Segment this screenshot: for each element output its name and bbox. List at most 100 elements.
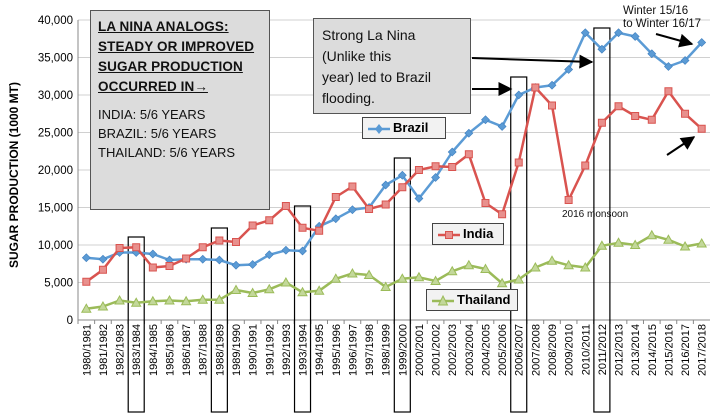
- thailand-point: [97, 300, 109, 311]
- brazil-point: [514, 90, 524, 100]
- india-point: [597, 118, 606, 127]
- legend-thailand: Thailand: [426, 289, 518, 311]
- india-point: [431, 162, 440, 171]
- thailand-point: [696, 237, 708, 248]
- thailand-point: [513, 273, 525, 284]
- x-tick-label: 1989/1990: [231, 324, 243, 376]
- legend-thailand-label: Thailand: [457, 292, 511, 307]
- brazil-point: [580, 28, 590, 38]
- strong-line: year) led to Brazil: [322, 69, 431, 85]
- x-tick-label: 2014/2015: [647, 324, 659, 376]
- thailand-point: [430, 275, 441, 285]
- brazil-stat: BRAZIL: 5/6 YEARS: [98, 126, 217, 141]
- x-tick-label: 1998/1999: [381, 324, 393, 376]
- india-point: [581, 161, 590, 170]
- legend-india: India: [432, 223, 504, 245]
- thailand-point: [646, 229, 658, 240]
- india-point: [614, 102, 623, 111]
- analogs-title-line: SUGAR PRODUCTION: [98, 59, 243, 74]
- y-tick-label: 10,000: [38, 240, 73, 252]
- series-lines: [80, 28, 708, 313]
- x-tick-label: 2011/2012: [597, 324, 609, 375]
- x-tick-label: 1997/1998: [364, 324, 376, 376]
- india-point: [148, 263, 157, 272]
- india-point: [531, 83, 540, 92]
- x-tick-label: 1983/1984: [131, 324, 143, 376]
- legend-india-label: India: [463, 226, 494, 241]
- thailand-point: [563, 259, 574, 270]
- analogs-title-line: STEADY OR IMPROVED: [98, 39, 255, 54]
- y-tick-label: 25,000: [38, 128, 73, 140]
- highlight-box-2011-2012: [593, 27, 611, 413]
- thailand-point: [679, 240, 691, 251]
- highlight-box-1983-1984: [127, 236, 145, 413]
- winter-line: to Winter 16/17: [623, 18, 701, 30]
- x-tick-label: 2012/2013: [614, 324, 626, 376]
- india-point: [464, 150, 473, 159]
- y-tick-label: 15,000: [38, 203, 73, 215]
- india-point: [331, 193, 340, 201]
- brazil-point: [148, 249, 158, 259]
- india-point: [348, 182, 357, 191]
- thailand-point: [147, 295, 159, 306]
- x-tick-label: 1981/1982: [98, 324, 110, 376]
- brazil-point: [264, 250, 274, 260]
- thailand-point: [596, 240, 608, 250]
- brazil-point: [614, 28, 623, 38]
- thailand-point: [613, 237, 624, 247]
- thailand-point: [579, 261, 591, 272]
- thailand-point: [413, 271, 425, 282]
- thailand-point: [263, 283, 275, 294]
- thailand-point: [114, 294, 125, 305]
- x-tick-label: 2013/2014: [630, 324, 642, 376]
- brazil-point: [248, 260, 258, 269]
- india-point: [398, 183, 407, 192]
- x-axis: 1980/1981 1981/1982 1982/1983 1983/1984 1984…: [77, 320, 709, 376]
- thailand-point: [180, 295, 192, 306]
- india-point: [631, 112, 640, 120]
- india-point: [564, 196, 573, 204]
- india-point: [697, 124, 706, 133]
- thailand-point: [280, 276, 292, 287]
- india-stat: INDIA: 5/6 YEARS: [98, 107, 206, 122]
- brazil-point: [431, 173, 441, 182]
- la-nina-analogs-box: LA NINA ANALOGS: STEADY OR IMPROVED SUGA…: [90, 10, 270, 210]
- x-tick-label: 2009/2010: [564, 324, 576, 376]
- india-legend-icon: [438, 231, 460, 239]
- x-tick-label: 2002/2003: [447, 324, 459, 376]
- india-point: [248, 221, 257, 230]
- strong-la-nina-box: Strong La Nina (Unlike this year) led to…: [313, 18, 471, 114]
- brazil-point: [547, 80, 557, 90]
- brazil-point: [697, 38, 707, 47]
- india-point: [664, 87, 673, 96]
- india-point: [182, 254, 191, 263]
- brazil-point: [231, 260, 241, 270]
- analogs-title-line: LA NINA ANALOGS:: [98, 19, 229, 34]
- strong-line: flooding.: [322, 90, 375, 106]
- india-point: [315, 226, 324, 235]
- india-point: [165, 262, 174, 270]
- x-tick-label: 2004/2005: [480, 324, 492, 376]
- x-tick-label: 1990/1991: [248, 324, 260, 376]
- thailand-point: [496, 277, 508, 288]
- india-point: [498, 210, 507, 219]
- thailand-point: [313, 285, 325, 295]
- highlight-boxes: [127, 27, 611, 413]
- arrow-winter: [655, 33, 694, 48]
- arrow-monsoon: [666, 136, 696, 156]
- x-tick-label: 1991/1992: [264, 324, 276, 376]
- thailand-point: [380, 281, 392, 291]
- thailand-point: [480, 263, 491, 273]
- y-tick-label: 35,000: [38, 53, 73, 65]
- legend-brazil-label: Brazil: [393, 120, 429, 135]
- x-tick-label: 2016/2017: [680, 324, 692, 376]
- x-tick-label: 2017/2018: [697, 324, 709, 376]
- x-tick-label: 2010/2011: [580, 324, 592, 375]
- brazil-point: [663, 62, 673, 71]
- india-point: [281, 202, 290, 210]
- india-point: [132, 243, 141, 252]
- thailand-point: [247, 287, 258, 297]
- brazil-point: [447, 147, 457, 157]
- india-point: [298, 223, 307, 232]
- brazil-point: [481, 115, 490, 125]
